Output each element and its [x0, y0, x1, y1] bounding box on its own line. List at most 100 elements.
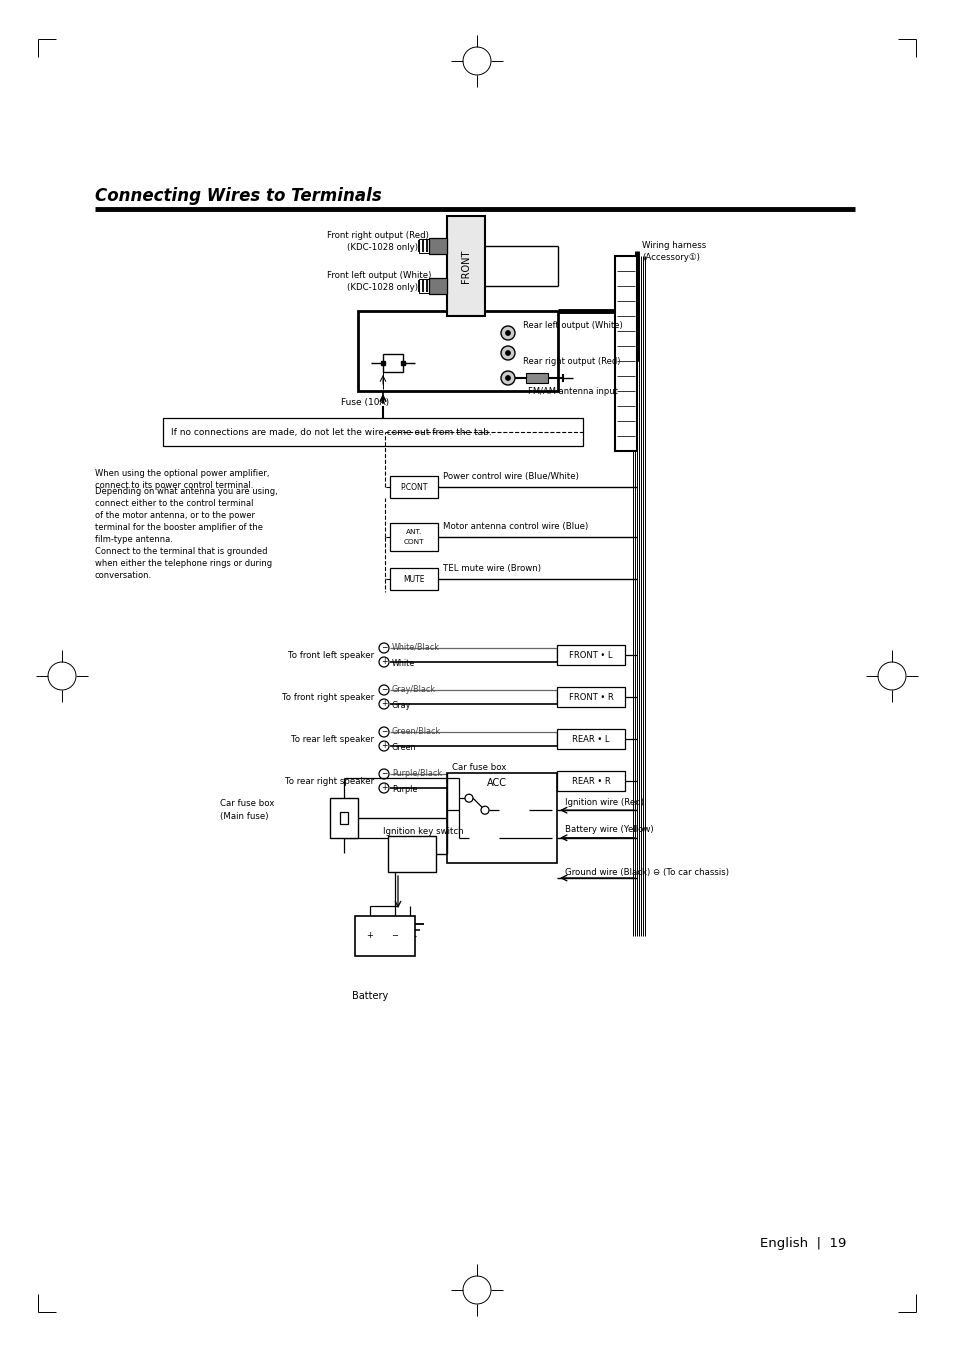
- Text: Ground wire (Black) ⊖ (To car chassis): Ground wire (Black) ⊖ (To car chassis): [564, 867, 728, 877]
- Text: FRONT • L: FRONT • L: [569, 650, 612, 659]
- Text: Front left output (White): Front left output (White): [327, 272, 431, 281]
- Text: Green/Black: Green/Black: [392, 727, 441, 735]
- Circle shape: [364, 929, 375, 942]
- Circle shape: [505, 350, 510, 355]
- Text: FM/AM antenna input: FM/AM antenna input: [527, 388, 618, 396]
- Text: +: +: [380, 698, 387, 708]
- Bar: [615, 255, 637, 451]
- Bar: [418, 280, 429, 293]
- Circle shape: [378, 657, 389, 667]
- Circle shape: [378, 769, 389, 780]
- Text: To rear left speaker: To rear left speaker: [291, 735, 374, 743]
- Text: connect either to the control terminal: connect either to the control terminal: [95, 500, 253, 508]
- Text: Gray: Gray: [392, 701, 411, 709]
- Text: FRONT: FRONT: [460, 250, 471, 282]
- Circle shape: [500, 372, 515, 385]
- Text: REAR • R: REAR • R: [571, 777, 610, 785]
- Text: Depending on what antenna you are using,: Depending on what antenna you are using,: [95, 488, 277, 497]
- Text: Gray/Black: Gray/Black: [392, 685, 436, 693]
- Bar: [357, 311, 558, 390]
- Text: Car fuse box: Car fuse box: [452, 763, 506, 773]
- Text: White: White: [392, 658, 415, 667]
- Text: −: −: [380, 769, 387, 778]
- Text: conversation.: conversation.: [95, 570, 152, 580]
- Text: −: −: [391, 931, 398, 940]
- Text: Ignition wire (Red): Ignition wire (Red): [564, 797, 643, 807]
- Text: TEL mute wire (Brown): TEL mute wire (Brown): [442, 565, 540, 574]
- Text: English  |  19: English | 19: [760, 1236, 845, 1250]
- Text: White/Black: White/Black: [392, 643, 439, 651]
- Circle shape: [392, 846, 408, 862]
- Text: To front left speaker: To front left speaker: [288, 650, 374, 659]
- Bar: [447, 773, 557, 863]
- Text: −: −: [380, 727, 387, 736]
- Bar: [388, 836, 436, 871]
- Text: P.CONT: P.CONT: [400, 482, 427, 492]
- Text: −: −: [380, 685, 387, 694]
- Text: Car fuse box: Car fuse box: [220, 800, 274, 808]
- Bar: [390, 523, 437, 551]
- Circle shape: [505, 376, 510, 381]
- Circle shape: [427, 851, 433, 857]
- Bar: [557, 688, 624, 707]
- Circle shape: [480, 807, 489, 815]
- Text: connect to its power control terminal.: connect to its power control terminal.: [95, 481, 253, 489]
- Circle shape: [378, 698, 389, 709]
- Text: Battery: Battery: [352, 992, 388, 1001]
- Text: film-type antenna.: film-type antenna.: [95, 535, 172, 544]
- Text: Motor antenna control wire (Blue): Motor antenna control wire (Blue): [442, 523, 588, 531]
- Text: ANT.: ANT.: [405, 530, 421, 535]
- Text: FRONT • R: FRONT • R: [568, 693, 613, 701]
- Circle shape: [397, 851, 402, 857]
- Bar: [355, 916, 415, 957]
- Text: If no connections are made, do not let the wire come out from the tab.: If no connections are made, do not let t…: [171, 427, 491, 436]
- Bar: [390, 476, 437, 499]
- Circle shape: [378, 685, 389, 694]
- Text: Power control wire (Blue/White): Power control wire (Blue/White): [442, 473, 578, 481]
- Text: Purple: Purple: [392, 785, 416, 793]
- Bar: [557, 771, 624, 790]
- Text: CONT: CONT: [403, 539, 424, 544]
- Bar: [382, 354, 402, 372]
- Circle shape: [500, 346, 515, 359]
- Text: (KDC-1028 only): (KDC-1028 only): [347, 284, 417, 293]
- Text: To rear right speaker: To rear right speaker: [285, 777, 374, 785]
- Text: MUTE: MUTE: [403, 574, 424, 584]
- Text: +: +: [366, 931, 373, 940]
- Circle shape: [378, 727, 389, 738]
- Text: (Accessory①): (Accessory①): [641, 253, 700, 262]
- Text: Purple/Black: Purple/Black: [392, 769, 441, 777]
- Text: Wiring harness: Wiring harness: [641, 242, 705, 250]
- Bar: [418, 239, 429, 253]
- Text: +: +: [380, 657, 387, 666]
- Text: +: +: [380, 784, 387, 792]
- Text: Rear right output (Red): Rear right output (Red): [522, 357, 619, 366]
- Text: REAR • L: REAR • L: [572, 735, 609, 743]
- Bar: [339, 812, 348, 824]
- Text: Rear left output (White): Rear left output (White): [522, 320, 622, 330]
- Circle shape: [500, 326, 515, 340]
- Bar: [557, 644, 624, 665]
- Text: when either the telephone rings or during: when either the telephone rings or durin…: [95, 558, 272, 567]
- Bar: [330, 798, 357, 838]
- Bar: [525, 373, 547, 382]
- Text: Ignition key switch: Ignition key switch: [382, 828, 463, 836]
- Bar: [429, 278, 447, 295]
- Text: −: −: [380, 643, 387, 653]
- Text: Battery wire (Yellow): Battery wire (Yellow): [564, 825, 653, 835]
- Bar: [163, 417, 582, 446]
- Circle shape: [378, 643, 389, 653]
- Bar: [557, 730, 624, 748]
- Circle shape: [464, 794, 473, 802]
- Bar: [390, 567, 437, 590]
- Text: ACC: ACC: [486, 778, 506, 788]
- Text: When using the optional power amplifier,: When using the optional power amplifier,: [95, 469, 269, 477]
- Text: of the motor antenna, or to the power: of the motor antenna, or to the power: [95, 512, 254, 520]
- Text: Front right output (Red): Front right output (Red): [327, 231, 429, 240]
- Text: Connect to the terminal that is grounded: Connect to the terminal that is grounded: [95, 547, 267, 555]
- Text: Connecting Wires to Terminals: Connecting Wires to Terminals: [95, 186, 381, 205]
- Circle shape: [505, 331, 510, 335]
- Text: Green: Green: [392, 743, 416, 751]
- Circle shape: [389, 929, 400, 942]
- Text: To front right speaker: To front right speaker: [281, 693, 374, 701]
